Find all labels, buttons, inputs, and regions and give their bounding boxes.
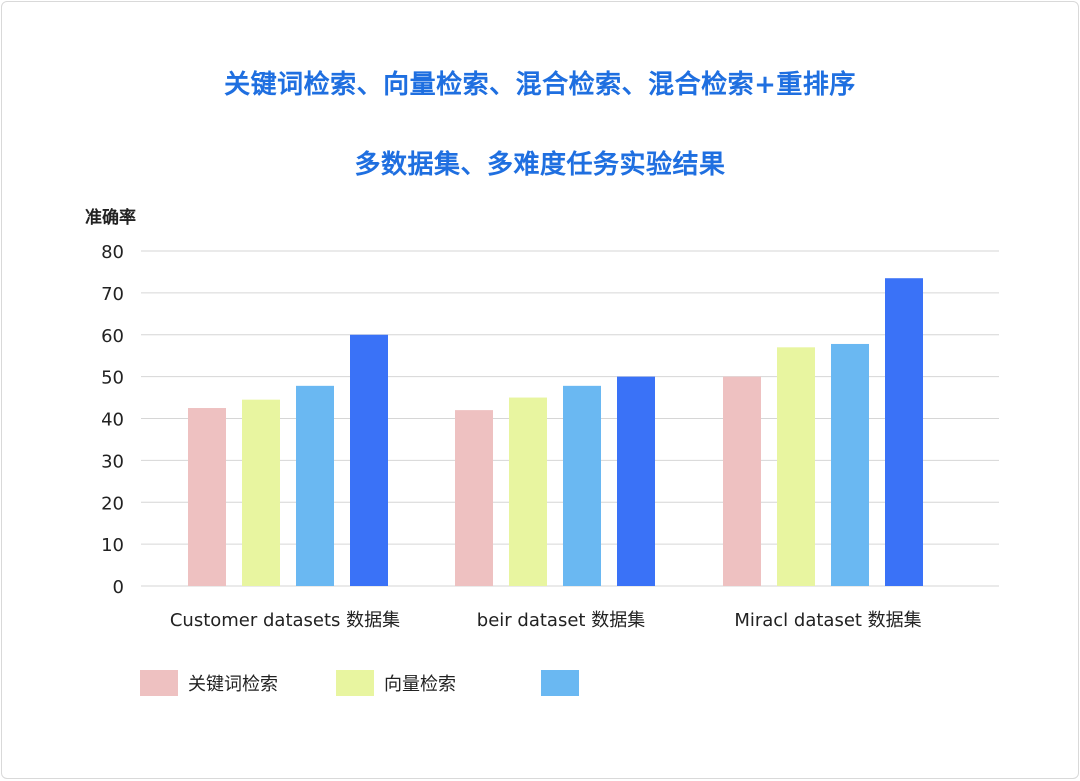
bar xyxy=(617,376,655,586)
y-tick-label: 50 xyxy=(101,368,124,389)
bar xyxy=(831,343,869,586)
bar xyxy=(455,410,493,586)
bar xyxy=(563,385,601,586)
x-tick-label: Miracl dataset 数据集 xyxy=(734,610,921,631)
y-tick-label: 10 xyxy=(101,535,124,556)
y-tick-label: 60 xyxy=(101,326,124,347)
y-tick-label: 0 xyxy=(113,577,124,598)
bar xyxy=(242,399,280,586)
y-tick-label: 80 xyxy=(101,242,124,263)
chart-title-line-2: 多数据集、多难度任务实验结果 xyxy=(354,150,726,180)
chart-title-line-1: 关键词检索、向量检索、混合检索、混合检索+重排序 xyxy=(224,70,856,100)
y-tick-label: 30 xyxy=(101,451,124,472)
x-tick-label: Customer datasets 数据集 xyxy=(170,610,400,631)
bar xyxy=(509,397,547,586)
legend-label: 关键词检索 xyxy=(188,674,278,695)
legend-label: 向量检索 xyxy=(384,674,456,695)
y-tick-label: 40 xyxy=(101,410,124,431)
legend-swatch xyxy=(541,670,579,696)
bar xyxy=(350,334,388,586)
legend-swatch xyxy=(140,670,178,696)
bar xyxy=(296,385,334,586)
bar xyxy=(723,376,761,586)
y-tick-label: 20 xyxy=(101,493,124,514)
bar xyxy=(188,408,226,586)
bar xyxy=(885,278,923,586)
x-tick-label: beir dataset 数据集 xyxy=(477,610,645,631)
bar xyxy=(777,347,815,586)
y-tick-label: 70 xyxy=(101,284,124,305)
y-axis-label: 准确率 xyxy=(85,207,136,228)
legend-swatch xyxy=(336,670,374,696)
